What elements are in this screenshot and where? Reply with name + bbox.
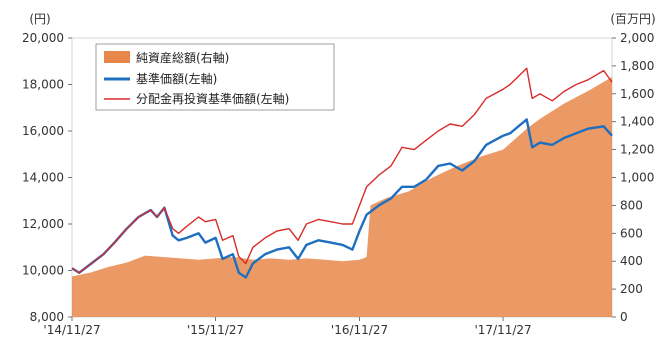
right-tick-label: 1,200	[620, 143, 654, 157]
legend-label-nav-total: 純資産総額(右軸)	[136, 50, 229, 65]
x-tick-label: '17/11/27	[474, 323, 531, 337]
legend-swatch-nav-total	[104, 51, 130, 63]
series-net-assets-area	[72, 77, 612, 317]
left-tick-label: 14,000	[22, 171, 64, 185]
right-axis-ticks: 0 200 400 600 800 1,000 1,200 1,400 1,600 1,800 2,…	[612, 31, 654, 324]
legend: 純資産総額(右軸) 基準価額(左軸) 分配金再投資基準価額(左軸)	[95, 43, 335, 111]
left-tick-label: 18,000	[22, 78, 64, 92]
legend-label-reinvested-nav: 分配金再投資基準価額(左軸)	[136, 91, 289, 106]
left-tick-label: 8,000	[30, 310, 64, 324]
line-layer	[71, 67, 613, 279]
left-tick-label: 12,000	[22, 217, 64, 231]
right-tick-label: 0	[620, 310, 628, 324]
right-tick-label: 1,400	[620, 115, 654, 129]
left-axis-unit: (円)	[29, 12, 50, 26]
left-axis-ticks: 8,000 10,000 12,000 14,000 16,000 18,000 20,00…	[22, 31, 72, 324]
area-layer	[72, 77, 612, 317]
right-tick-label: 800	[620, 198, 643, 212]
right-tick-label: 600	[620, 226, 643, 240]
right-tick-label: 1,000	[620, 171, 654, 185]
right-tick-label: 200	[620, 282, 643, 296]
right-tick-label: 1,800	[620, 59, 654, 73]
right-tick-label: 400	[620, 254, 643, 268]
legend-label-nav: 基準価額(左軸)	[136, 71, 217, 86]
x-tick-label: '14/11/27	[43, 323, 100, 337]
left-tick-label: 20,000	[22, 31, 64, 45]
right-tick-label: 1,600	[620, 87, 654, 101]
right-axis-unit: (百万円)	[610, 12, 655, 26]
series-reinvested-nav-line	[71, 67, 613, 274]
x-tick-label: '15/11/27	[187, 323, 244, 337]
x-tick-label: '16/11/27	[331, 323, 388, 337]
x-axis-ticks: '14/11/27 '15/11/27 '16/11/27 '17/11/27	[43, 317, 532, 337]
left-tick-label: 10,000	[22, 264, 64, 278]
left-tick-label: 16,000	[22, 124, 64, 138]
legend-box	[95, 43, 335, 111]
right-tick-label: 2,000	[620, 31, 654, 45]
